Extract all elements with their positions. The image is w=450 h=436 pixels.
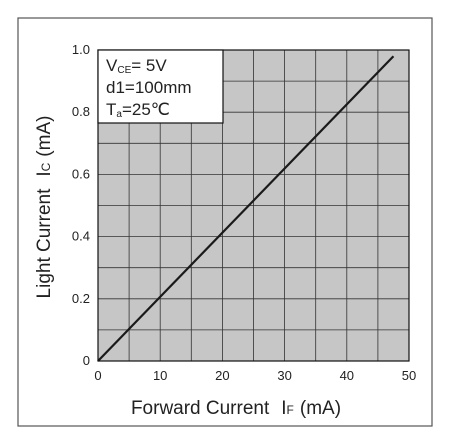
series-layer bbox=[97, 55, 395, 362]
plot-border bbox=[97, 49, 410, 362]
y-tick-label: 0.8 bbox=[72, 104, 90, 119]
y-tick-label: 1.0 bbox=[72, 42, 90, 57]
x-tick-label: 10 bbox=[153, 368, 167, 383]
y-tick-label: 0.4 bbox=[72, 229, 90, 244]
conditions-annotation: VCE= 5V d1=100mm Ta=25℃ bbox=[97, 49, 224, 124]
x-tick-label: 50 bbox=[402, 368, 416, 383]
y-tick-label: 0 bbox=[83, 353, 90, 368]
series-line bbox=[97, 55, 395, 362]
x-tick-labels: 0 10 20 30 40 50 bbox=[94, 368, 416, 383]
x-tick-label: 20 bbox=[215, 368, 229, 383]
y-tick-label: 0.2 bbox=[72, 291, 90, 306]
y-tick-labels: 0 0.2 0.4 0.6 0.8 1.0 bbox=[72, 42, 90, 368]
x-tick-label: 0 bbox=[94, 368, 101, 383]
x-tick-label: 30 bbox=[277, 368, 291, 383]
x-tick-label: 40 bbox=[340, 368, 354, 383]
annotation-box bbox=[97, 49, 224, 124]
y-tick-label: 0.6 bbox=[72, 166, 90, 181]
y-axis-title: Light CurrentIC(mA) bbox=[34, 116, 55, 299]
annotation-vce: VCE= 5V bbox=[106, 56, 167, 76]
annotation-temperature: Ta=25℃ bbox=[106, 100, 170, 120]
annotation-distance: d1=100mm bbox=[106, 78, 192, 97]
x-axis-title: Forward Current IF (mA) bbox=[131, 398, 341, 419]
